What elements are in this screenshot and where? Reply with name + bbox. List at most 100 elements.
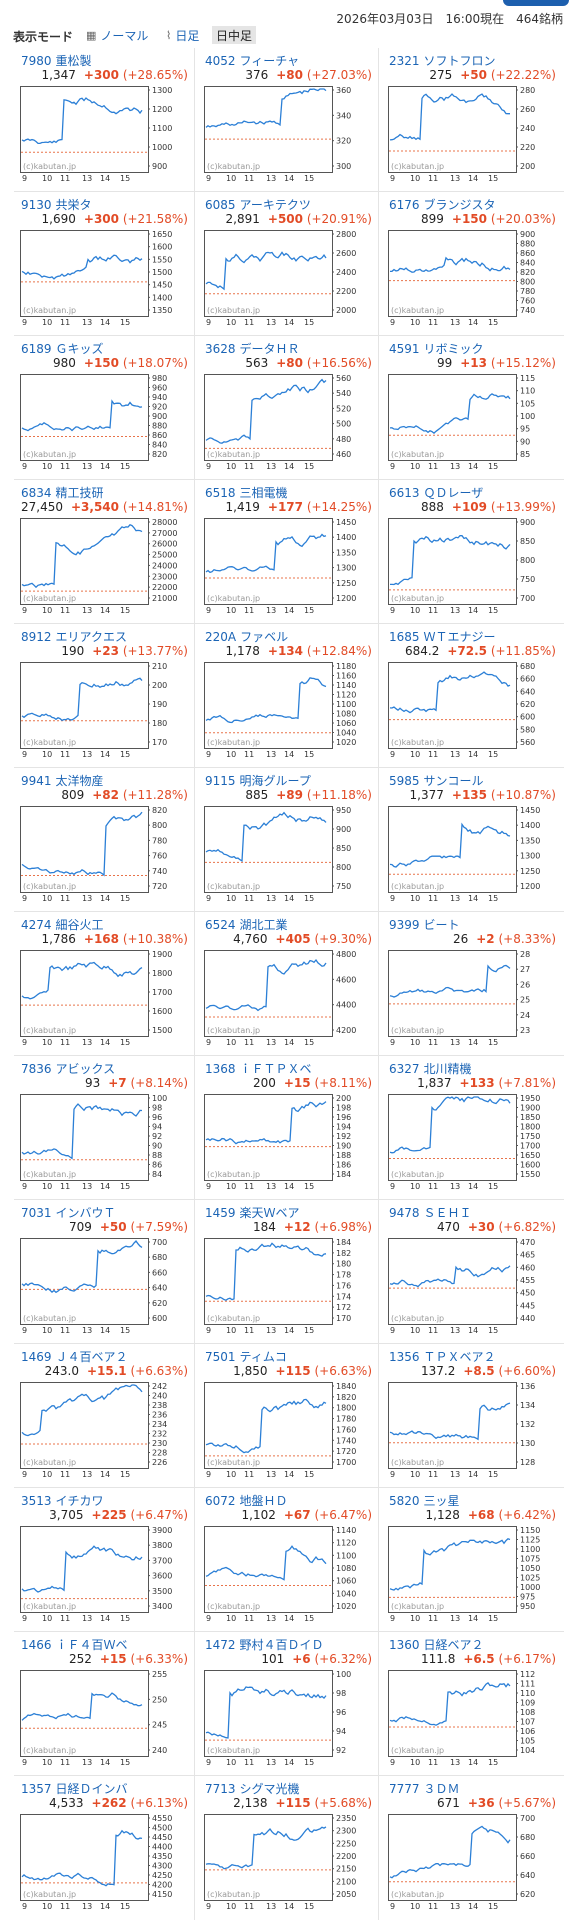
intraday-chart[interactable]: 700 680 660 640 620 600 9 10 11 13 14 15 (c)kabutan.… [20,1238,188,1336]
stock-card[interactable]: 7836 アビックス 93 +7 (+8.14%) 100 98 96 94 92 90 88 86 8… [14,1056,192,1199]
stock-code-link[interactable]: 1360 [389,1638,420,1652]
stock-code-link[interactable]: 7031 [21,1206,52,1220]
stock-code-link[interactable]: 220A [205,630,237,644]
stock-card[interactable]: 4591 リボミック 99 +13 (+15.12%) 115 110 105 100 95 90… [382,336,560,479]
stock-code-link[interactable]: 2321 [389,54,420,68]
intraday-chart[interactable]: 1300 1200 1100 1000 900 9 10 11 13 14 15 (c)kabutan… [20,86,188,184]
stock-code-link[interactable]: 1685 [389,630,420,644]
stock-card[interactable]: 9115 明海グループ 885 +89 (+11.18%) 950 900 850 800 75… [198,768,376,911]
stock-card[interactable]: 1368 ｉＦＴＰＸベ 200 +15 (+8.11%) 200 198 196 194 192… [198,1056,376,1199]
intraday-chart[interactable]: 255 250 245 240 9 10 11 13 14 15 (c)kabutan.jp [20,1670,188,1768]
stock-name-link[interactable]: サンコール [423,774,484,788]
stock-card[interactable]: 6613 ＱＤレーザ 888 +109 (+13.99%) 900 850 800 750 70… [382,480,560,623]
stock-code-link[interactable]: 7713 [205,1782,236,1796]
intraday-chart[interactable]: 1140 1120 1100 1080 1060 1040 1020 9 10 11 13 14 15 (… [204,1526,372,1624]
intraday-chart[interactable]: 820 800 780 760 740 720 9 10 11 13 14 15 (c)kabutan.… [20,806,188,904]
intraday-chart[interactable]: 4800 4600 4400 4200 9 10 11 13 14 15 (c)kabutan.jp [204,950,372,1048]
stock-card[interactable]: 6085 アーキテクツ 2,891 +500 (+20.91%) 2800 2600 240… [198,192,376,335]
stock-card[interactable]: 1685 ＷＴエナジー 684.2 +72.5 (+11.85%) 680 660 640 6… [382,624,560,767]
header-button[interactable] [503,0,569,6]
stock-name-link[interactable]: Ｇキッズ [55,342,104,356]
stock-card[interactable]: 6072 地盤ＨＤ 1,102 +67 (+6.47%) 1140 1120 1100 108… [198,1488,376,1631]
stock-code-link[interactable]: 9399 [389,918,420,932]
stock-card[interactable]: 1469 Ｊ４百ベア２ 243.0 +15.1 (+6.63%) 242 240 238 23… [14,1344,192,1487]
stock-card[interactable]: 6189 Ｇキッズ 980 +150 (+18.07%) 980 960 940 920 900… [14,336,192,479]
stock-code-link[interactable]: 6085 [205,198,236,212]
stock-code-link[interactable]: 4591 [389,342,420,356]
stock-name-link[interactable]: アーキテクツ [239,198,311,212]
intraday-chart[interactable]: 3900 3800 3700 3600 3500 3400 9 10 11 13 14 15 (c)ka… [20,1526,188,1624]
stock-name-link[interactable]: 野村４百ＤイＤ [239,1638,324,1652]
intraday-chart[interactable]: 1650 1600 1550 1500 1450 1400 1350 9 10 11 13 14 15 (… [20,230,188,328]
stock-card[interactable]: 3513 イチカワ 3,705 +225 (+6.47%) 3900 3800 3700 36… [14,1488,192,1631]
intraday-chart[interactable]: 560 540 520 500 480 460 9 10 11 13 14 15 (c)kabutan.… [204,374,372,472]
mode-normal-option[interactable]: ▦ ノーマル [82,26,152,44]
stock-card[interactable]: 9399 ビート 26 +2 (+8.33%) 28 27 26 25 24 23 9 10 11 13 1… [382,912,560,1055]
intraday-chart[interactable]: 1450 1400 1350 1300 1250 1200 9 10 11 13 14 15 (c)ka… [204,518,372,616]
intraday-chart[interactable]: 680 660 640 620 600 580 560 9 10 11 13 14 15 (c)kabut… [388,662,556,760]
stock-code-link[interactable]: 1356 [389,1350,420,1364]
intraday-chart[interactable]: 950 900 850 800 750 9 10 11 13 14 15 (c)kabutan.jp [204,806,372,904]
stock-name-link[interactable]: シグマ光機 [239,1782,300,1796]
stock-code-link[interactable]: 1472 [205,1638,236,1652]
intraday-chart[interactable]: 700 680 660 640 620 9 10 11 13 14 15 (c)kabutan.jp [388,1814,556,1912]
stock-name-link[interactable]: エリアクエス [55,630,127,644]
stock-card[interactable]: 1466 ｉＦ４百Ｗベ 252 +15 (+6.33%) 255 250 245 240 9 10… [14,1632,192,1775]
stock-code-link[interactable]: 7836 [21,1062,52,1076]
stock-card[interactable]: 2321 ソフトフロン 275 +50 (+22.22%) 280 260 240 220 20… [382,48,560,191]
stock-card[interactable]: 9130 共栄タ 1,690 +300 (+21.58%) 1650 1600 1550 15… [14,192,192,335]
intraday-chart[interactable]: 1900 1800 1700 1600 1500 9 10 11 13 14 15 (c)kabuta… [20,950,188,1048]
stock-name-link[interactable]: フィーチャ [239,54,300,68]
intraday-chart[interactable]: 1450 1400 1350 1300 1250 1200 9 10 11 13 14 15 (c)ka… [388,806,556,904]
stock-code-link[interactable]: 3628 [205,342,236,356]
stock-name-link[interactable]: 明海グループ [239,774,311,788]
stock-code-link[interactable]: 6327 [389,1062,420,1076]
stock-name-link[interactable]: Ｊ４百ベア２ [55,1350,128,1364]
intraday-chart[interactable]: 900 850 800 750 700 9 10 11 13 14 15 (c)kabutan.jp [388,518,556,616]
stock-card[interactable]: 3628 データＨＲ 563 +80 (+16.56%) 560 540 520 500 480… [198,336,376,479]
stock-card[interactable]: 7501 ティムコ 1,850 +115 (+6.63%) 1840 1820 1800 17… [198,1344,376,1487]
stock-name-link[interactable]: ＳＥＨＩ [423,1206,472,1220]
stock-code-link[interactable]: 4274 [21,918,52,932]
stock-card[interactable]: 1356 ＴＰＸベア２ 137.2 +8.5 (+6.60%) 136 134 132 130… [382,1344,560,1487]
stock-card[interactable]: 1360 日経ベア２ 111.8 +6.5 (+6.17%) 112 111 110 109 1… [382,1632,560,1775]
stock-code-link[interactable]: 6189 [21,342,52,356]
stock-card[interactable]: 6327 北川精機 1,837 +133 (+7.81%) 1950 1900 1850 18… [382,1056,560,1199]
stock-card[interactable]: 7713 シグマ光機 2,138 +115 (+5.68%) 2350 2300 2250 2… [198,1776,376,1919]
stock-name-link[interactable]: ビート [423,918,460,932]
stock-code-link[interactable]: 4052 [205,54,236,68]
mode-daily-option[interactable]: ⌇ 日足 [162,26,203,44]
intraday-chart[interactable]: 210 200 190 180 170 9 10 11 13 14 15 (c)kabutan.jp [20,662,188,760]
stock-name-link[interactable]: 三ッ星 [423,1494,460,1508]
intraday-chart[interactable]: 28 27 26 25 24 23 9 10 11 13 14 15 (c)kabutan.jp [388,950,556,1048]
stock-name-link[interactable]: 重松製 [55,54,92,68]
intraday-chart[interactable]: 136 134 132 130 128 9 10 11 13 14 15 (c)kabutan.jp [388,1382,556,1480]
stock-name-link[interactable]: ＴＰＸベア２ [423,1350,496,1364]
stock-name-link[interactable]: 湖北工業 [239,918,288,932]
stock-name-link[interactable]: アビックス [55,1062,116,1076]
stock-name-link[interactable]: ファベル [240,630,289,644]
stock-code-link[interactable]: 1469 [21,1350,52,1364]
stock-code-link[interactable]: 6524 [205,918,236,932]
stock-name-link[interactable]: ティムコ [239,1350,287,1364]
stock-name-link[interactable]: イチカワ [55,1494,104,1508]
stock-code-link[interactable]: 7777 [389,1782,420,1796]
stock-card[interactable]: 9478 ＳＥＨＩ 470 +30 (+6.82%) 470 465 460 455 450 44… [382,1200,560,1343]
stock-code-link[interactable]: 9941 [21,774,52,788]
stock-code-link[interactable]: 3513 [21,1494,52,1508]
intraday-chart[interactable]: 2350 2300 2250 2200 2150 2100 2050 9 10 11 13 14 15 (… [204,1814,372,1912]
stock-card[interactable]: 6176 ブランジスタ 899 +150 (+20.03%) 900 880 860 840 8… [382,192,560,335]
stock-card[interactable]: 7777 ３ＤＭ 671 +36 (+5.67%) 700 680 660 640 620 9 10… [382,1776,560,1919]
stock-code-link[interactable]: 6176 [389,198,420,212]
stock-card[interactable]: 1357 日経Ｄインバ 4,533 +262 (+6.13%) 4550 4500 4450… [14,1776,192,1919]
stock-code-link[interactable]: 9130 [21,198,52,212]
stock-card[interactable]: 6524 湖北工業 4,760 +405 (+9.30%) 4800 4600 4400 42… [198,912,376,1055]
stock-name-link[interactable]: ｉＦ４百Ｗベ [55,1638,128,1652]
